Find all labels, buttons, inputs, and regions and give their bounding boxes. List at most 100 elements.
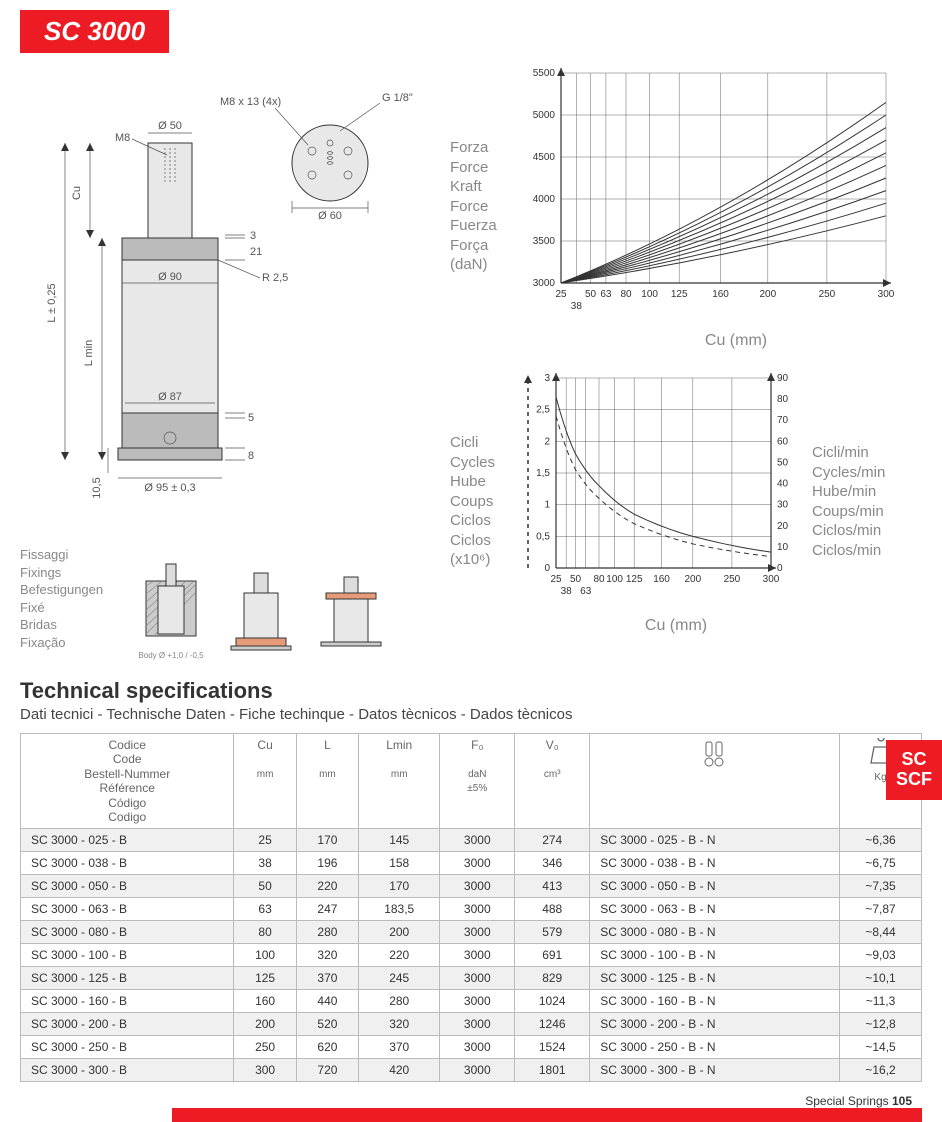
cycles-chart-ylabel-right: Cicli/minCycles/minHube/minCoups/minCicl… <box>812 443 902 560</box>
force-chart-xlabel: Cu (mm) <box>576 332 896 350</box>
svg-text:0: 0 <box>777 563 783 574</box>
svg-text:1,5: 1,5 <box>536 468 550 479</box>
svg-text:3000: 3000 <box>533 278 556 289</box>
svg-text:0,5: 0,5 <box>536 531 550 542</box>
table-row: SC 3000 - 063 - B63247183,53000488SC 300… <box>21 898 922 921</box>
svg-text:125: 125 <box>626 574 643 585</box>
cycles-chart-xlabel: Cu (mm) <box>546 617 806 635</box>
svg-text:1: 1 <box>544 500 550 511</box>
mount-recessed: Body Ø +1,0 / -0,5 <box>136 546 206 660</box>
svg-text:21: 21 <box>250 246 262 258</box>
spec-col-1: Cumm <box>234 734 296 829</box>
svg-text:2,5: 2,5 <box>536 405 550 416</box>
spec-col-6 <box>590 734 840 829</box>
svg-text:R 2,5: R 2,5 <box>262 272 288 284</box>
svg-text:3: 3 <box>544 373 550 384</box>
svg-text:8: 8 <box>248 450 254 462</box>
cycles-chart-svg: 00,511,522,53010203040506070809025508010… <box>516 368 806 608</box>
specs-subheading: Dati tecnici - Technische Daten - Fiche … <box>20 706 922 723</box>
svg-text:Ø 90: Ø 90 <box>158 271 182 283</box>
specs-table: CodiceCodeBestell-NummerRéférenceCódigoC… <box>20 733 922 1082</box>
svg-text:Ø 50: Ø 50 <box>158 120 182 132</box>
table-row: SC 3000 - 050 - B502201703000413SC 3000 … <box>21 875 922 898</box>
svg-text:5: 5 <box>248 412 254 424</box>
table-row: SC 3000 - 025 - B251701453000274SC 3000 … <box>21 829 922 852</box>
svg-text:160: 160 <box>712 289 729 300</box>
svg-text:25: 25 <box>555 289 567 300</box>
spec-col-4: F₀daN±5% <box>440 734 515 829</box>
svg-text:125: 125 <box>671 289 688 300</box>
force-chart: ForzaForceKraftForceFuerzaForça(daN) 300… <box>450 63 920 350</box>
svg-text:3: 3 <box>250 230 256 242</box>
svg-text:Ø 87: Ø 87 <box>158 391 182 403</box>
svg-text:20: 20 <box>777 521 789 532</box>
footer-brand: Special Springs 105 <box>805 1094 922 1108</box>
technical-drawing: Ø 60 G 1/8" M8 x 13 (4x) <box>20 63 440 660</box>
svg-text:4500: 4500 <box>533 152 556 163</box>
svg-text:300: 300 <box>763 574 780 585</box>
svg-text:60: 60 <box>777 436 789 447</box>
svg-text:38: 38 <box>561 586 573 597</box>
svg-text:10,5: 10,5 <box>91 477 103 498</box>
svg-text:4000: 4000 <box>533 194 556 205</box>
table-row: SC 3000 - 200 - B20052032030001246SC 300… <box>21 1013 922 1036</box>
footer-bar <box>172 1108 922 1122</box>
table-row: SC 3000 - 100 - B1003202203000691SC 3000… <box>21 944 922 967</box>
svg-text:90: 90 <box>777 373 789 384</box>
spec-col-5: V₀cm³ <box>515 734 590 829</box>
svg-text:5500: 5500 <box>533 68 556 79</box>
drawing-svg: Ø 60 G 1/8" M8 x 13 (4x) <box>20 63 440 533</box>
svg-text:80: 80 <box>620 289 632 300</box>
svg-text:100: 100 <box>641 289 658 300</box>
svg-text:250: 250 <box>819 289 836 300</box>
mount-flange-top <box>316 555 386 660</box>
svg-text:300: 300 <box>878 289 895 300</box>
side-tab: SCSCF <box>886 740 942 800</box>
specs-header: Technical specifications Dati tecnici - … <box>20 678 922 723</box>
svg-text:80: 80 <box>777 394 789 405</box>
svg-text:70: 70 <box>777 415 789 426</box>
svg-text:Cu: Cu <box>71 186 83 200</box>
force-chart-svg: 3000 3500 4000 4500 5000 5500 25 5063 80 100 125 16… <box>516 63 896 323</box>
svg-text:50: 50 <box>777 457 789 468</box>
table-row: SC 3000 - 300 - B30072042030001801SC 300… <box>21 1059 922 1082</box>
svg-text:Ø 60: Ø 60 <box>318 210 342 222</box>
cycles-chart: CicliCyclesHubeCoupsCiclosCiclos(x10⁶) 0… <box>450 368 920 635</box>
svg-text:G 1/8": G 1/8" <box>382 92 413 104</box>
specs-heading: Technical specifications <box>20 678 922 704</box>
spec-col-2: Lmm <box>296 734 358 829</box>
spec-col-3: Lminmm <box>359 734 440 829</box>
table-row: SC 3000 - 250 - B25062037030001524SC 300… <box>21 1036 922 1059</box>
body-tol-note: Body Ø +1,0 / -0,5 <box>136 651 206 660</box>
mount-flange-bottom <box>226 555 296 660</box>
fixings-thumbnails: Body Ø +1,0 / -0,5 <box>136 546 386 660</box>
svg-text:40: 40 <box>777 479 789 490</box>
svg-text:0: 0 <box>544 563 550 574</box>
table-row: SC 3000 - 160 - B16044028030001024SC 300… <box>21 990 922 1013</box>
svg-text:50: 50 <box>570 574 582 585</box>
spec-col-0: CodiceCodeBestell-NummerRéférenceCódigoC… <box>21 734 234 829</box>
svg-text:M8 x 13 (4x): M8 x 13 (4x) <box>220 96 281 108</box>
table-row: SC 3000 - 080 - B802802003000579SC 3000 … <box>21 921 922 944</box>
cycles-chart-ylabel-left: CicliCyclesHubeCoupsCiclosCiclos(x10⁶) <box>450 433 510 570</box>
svg-text:10: 10 <box>777 542 789 553</box>
svg-text:100: 100 <box>606 574 623 585</box>
page-footer: Special Springs 105 <box>20 1094 922 1108</box>
svg-text:30: 30 <box>777 500 789 511</box>
svg-text:2: 2 <box>544 436 550 447</box>
svg-text:M8: M8 <box>115 132 130 144</box>
svg-text:38: 38 <box>571 301 583 312</box>
svg-text:63: 63 <box>600 289 612 300</box>
svg-text:25: 25 <box>550 574 562 585</box>
svg-text:63: 63 <box>580 586 592 597</box>
fixings-labels: FissaggiFixingsBefestigungenFixéBridasFi… <box>20 546 130 651</box>
svg-text:3500: 3500 <box>533 236 556 247</box>
svg-text:L min: L min <box>83 340 95 367</box>
table-row: SC 3000 - 038 - B381961583000346SC 3000 … <box>21 852 922 875</box>
svg-text:160: 160 <box>653 574 670 585</box>
svg-text:200: 200 <box>759 289 776 300</box>
svg-text:5000: 5000 <box>533 110 556 121</box>
svg-text:Ø 95 ± 0,3: Ø 95 ± 0,3 <box>144 482 195 494</box>
svg-text:50: 50 <box>585 289 597 300</box>
force-chart-ylabel: ForzaForceKraftForceFuerzaForça(daN) <box>450 138 510 275</box>
